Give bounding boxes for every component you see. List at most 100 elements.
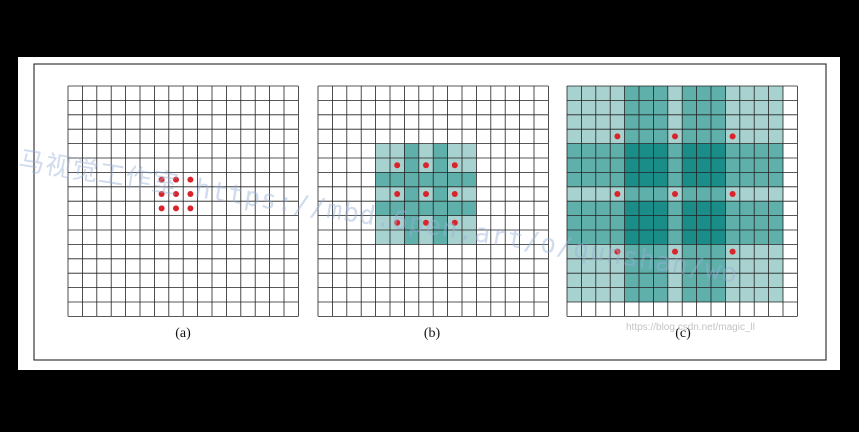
receptive-field-cell bbox=[639, 273, 654, 288]
receptive-field-cell bbox=[595, 100, 611, 115]
receptive-field-cell bbox=[754, 100, 769, 115]
receptive-field-cell bbox=[768, 201, 783, 216]
receptive-field-cell bbox=[581, 215, 596, 230]
kernel-point bbox=[187, 191, 194, 197]
receptive-field-cell bbox=[754, 215, 769, 230]
receptive-field-cell bbox=[610, 215, 625, 230]
kernel-point bbox=[614, 191, 621, 197]
receptive-field-cell bbox=[682, 143, 697, 158]
receptive-field-cell bbox=[696, 158, 711, 173]
receptive-field-cell bbox=[462, 215, 477, 230]
receptive-field-cell bbox=[725, 143, 740, 158]
receptive-field-cell bbox=[567, 86, 582, 101]
receptive-field-cell bbox=[682, 273, 697, 288]
receptive-field-cell bbox=[725, 158, 740, 173]
receptive-field-cell bbox=[567, 186, 582, 202]
receptive-field-cell bbox=[739, 129, 755, 144]
receptive-field-cell bbox=[725, 172, 740, 187]
kernel-point bbox=[423, 162, 429, 169]
receptive-field-cell bbox=[610, 172, 625, 187]
receptive-field-cell bbox=[433, 172, 448, 187]
receptive-field-cell bbox=[696, 201, 711, 216]
receptive-field-cell bbox=[768, 287, 783, 302]
receptive-field-cell bbox=[725, 287, 740, 302]
kernel-point bbox=[158, 205, 165, 212]
kernel-point bbox=[614, 248, 621, 255]
receptive-field-cell bbox=[682, 100, 697, 115]
receptive-field-cell bbox=[567, 201, 582, 216]
receptive-field-cell bbox=[739, 244, 755, 259]
receptive-field-cell bbox=[581, 273, 596, 288]
receptive-field-cell bbox=[725, 258, 740, 274]
receptive-field-cell bbox=[711, 287, 726, 302]
receptive-field-cell bbox=[418, 201, 434, 216]
receptive-field-cell bbox=[754, 129, 769, 144]
receptive-field-cell bbox=[567, 114, 582, 130]
receptive-field-cell bbox=[682, 172, 697, 187]
receptive-field-cell bbox=[462, 201, 477, 216]
receptive-field-cell bbox=[667, 201, 683, 216]
receptive-field-cell bbox=[653, 215, 668, 230]
figure-border bbox=[33, 63, 827, 361]
receptive-field-cell bbox=[595, 230, 611, 245]
receptive-field-cell bbox=[682, 244, 697, 259]
receptive-field-cell bbox=[711, 201, 726, 216]
receptive-field-cell bbox=[682, 186, 697, 202]
receptive-field-cell bbox=[462, 230, 477, 245]
receptive-field-cell bbox=[567, 244, 582, 259]
receptive-field-cell bbox=[711, 244, 726, 259]
receptive-field-cell bbox=[567, 258, 582, 274]
receptive-field-cell bbox=[754, 86, 769, 101]
receptive-field-cell bbox=[595, 201, 611, 216]
receptive-field-cell bbox=[581, 129, 596, 144]
kernel-point bbox=[187, 176, 194, 183]
receptive-field-cell bbox=[595, 143, 611, 158]
receptive-field-cell bbox=[610, 143, 625, 158]
receptive-field-cell bbox=[768, 215, 783, 230]
receptive-field-cell bbox=[581, 186, 596, 202]
receptive-field-cell bbox=[682, 287, 697, 302]
receptive-field-cell bbox=[418, 172, 434, 187]
receptive-field-cell bbox=[567, 230, 582, 245]
kernel-point bbox=[729, 191, 736, 197]
receptive-field-cell bbox=[390, 230, 405, 245]
receptive-field-cell bbox=[624, 158, 639, 173]
receptive-field-cell bbox=[696, 114, 711, 130]
receptive-field-cell bbox=[375, 172, 390, 187]
receptive-field-cell bbox=[375, 230, 390, 245]
receptive-field-cell bbox=[447, 201, 462, 216]
receptive-field-cell bbox=[404, 143, 419, 158]
receptive-field-cell bbox=[610, 158, 625, 173]
receptive-field-cell bbox=[667, 172, 683, 187]
receptive-field-cell bbox=[567, 100, 582, 115]
receptive-field-cell bbox=[595, 287, 611, 302]
receptive-field-cell bbox=[711, 114, 726, 130]
receptive-field-cell bbox=[768, 273, 783, 288]
kernel-point bbox=[672, 133, 678, 140]
receptive-field-cell bbox=[610, 86, 625, 101]
receptive-field-cell bbox=[711, 100, 726, 115]
kernel-point bbox=[423, 219, 429, 226]
receptive-field-cell bbox=[433, 186, 448, 202]
receptive-field-cell bbox=[768, 114, 783, 130]
receptive-field-cell bbox=[768, 172, 783, 187]
receptive-field-cell bbox=[567, 287, 582, 302]
kernel-point bbox=[451, 162, 458, 169]
receptive-field-cell bbox=[682, 129, 697, 144]
receptive-field-cell bbox=[433, 201, 448, 216]
receptive-field-cell bbox=[624, 172, 639, 187]
receptive-field-cell bbox=[595, 172, 611, 187]
receptive-field-cell bbox=[581, 114, 596, 130]
receptive-field-cell bbox=[581, 100, 596, 115]
receptive-field-cell bbox=[567, 129, 582, 144]
receptive-field-cell bbox=[739, 158, 755, 173]
kernel-point bbox=[614, 133, 621, 140]
receptive-field-cell bbox=[667, 287, 683, 302]
receptive-field-cell bbox=[696, 230, 711, 245]
receptive-field-cell bbox=[696, 258, 711, 274]
receptive-field-cell bbox=[682, 201, 697, 216]
receptive-field-cell bbox=[768, 143, 783, 158]
receptive-field-cell bbox=[739, 258, 755, 274]
kernel-point bbox=[173, 191, 179, 197]
receptive-field-cell bbox=[667, 273, 683, 288]
